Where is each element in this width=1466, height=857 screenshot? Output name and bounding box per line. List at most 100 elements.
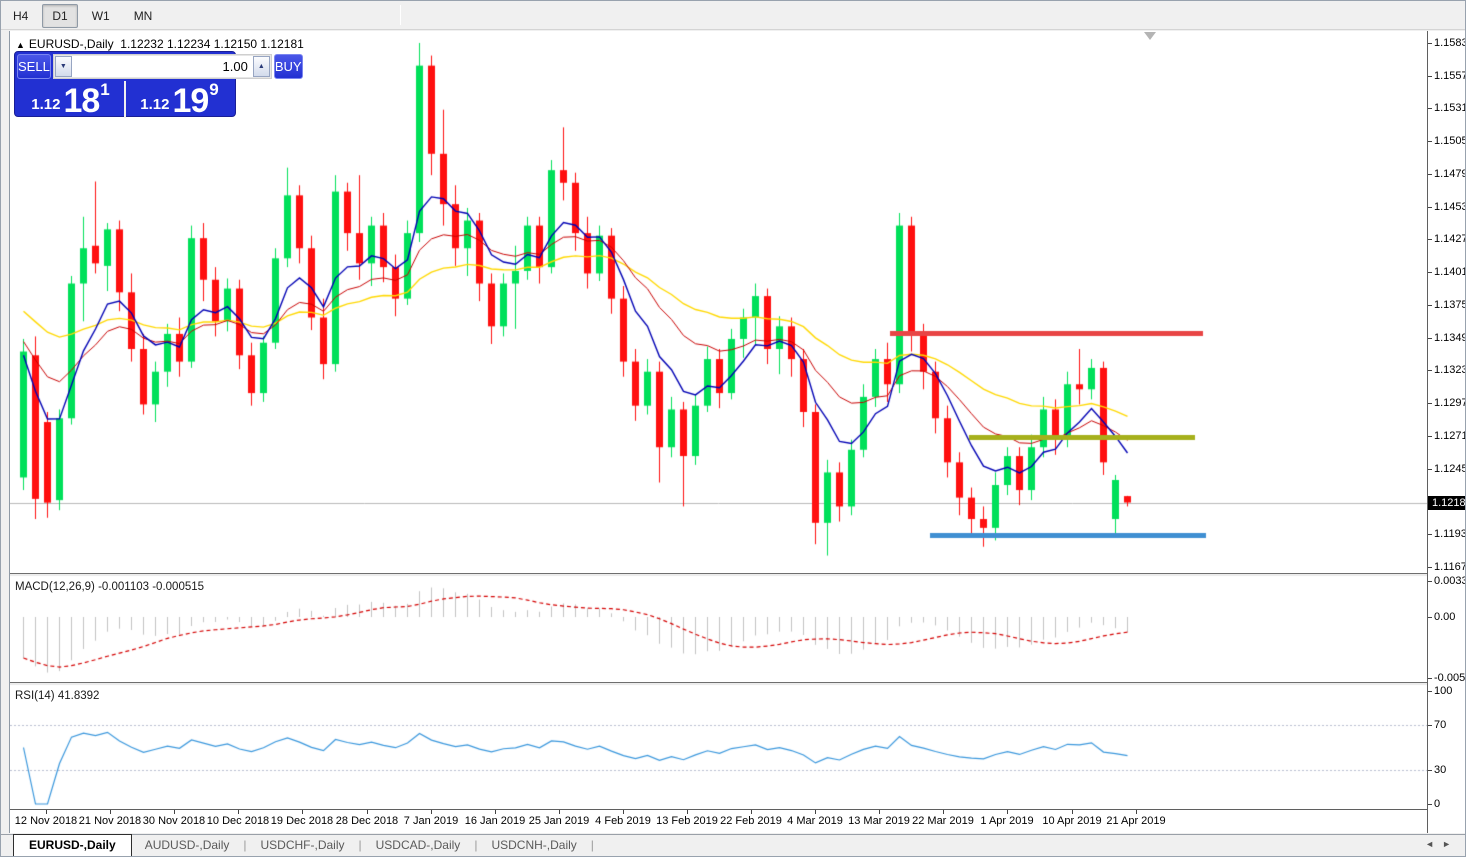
rsi-axis-label: 0 (1434, 798, 1441, 810)
macd-axis-label: -0.00574 (1434, 672, 1466, 684)
axis-tick (1428, 141, 1432, 142)
time-axis-label: 4 Mar 2019 (787, 815, 843, 827)
rsi-axis-label: 100 (1434, 685, 1453, 697)
axis-tick (1428, 338, 1432, 339)
time-axis-label: 21 Apr 2019 (1106, 815, 1166, 827)
price-axis-label: 1.11670 (1434, 561, 1465, 573)
sell-price-pips: 18 (63, 82, 100, 120)
buy-button[interactable]: BUY (273, 54, 303, 79)
axis-tick (1428, 403, 1432, 404)
time-axis-tick (431, 810, 432, 814)
axis-tick (1428, 305, 1432, 306)
rsi-canvas[interactable] (10, 686, 1427, 809)
time-axis-tick (687, 810, 688, 814)
chart-tab-usdcnh-daily[interactable]: USDCNH-,Daily (491, 838, 577, 852)
axis-tick (1428, 581, 1432, 582)
axis-tick (1428, 725, 1432, 726)
time-axis-label: 13 Mar 2019 (848, 815, 910, 827)
volume-decrease-icon[interactable]: ▼ (54, 56, 72, 77)
axis-tick (1428, 617, 1432, 618)
axis-tick (1428, 76, 1432, 77)
chart-tab-usdchf-daily[interactable]: USDCHF-,Daily (260, 838, 345, 852)
timeframe-button-d1[interactable]: D1 (42, 4, 78, 28)
volume-input[interactable] (71, 56, 253, 77)
toolbar-separator (400, 5, 402, 25)
tab-scroll-right-icon[interactable]: ► (1442, 839, 1459, 849)
price-axis-label: 1.12970 (1434, 397, 1465, 409)
one-click-trading-panel: SELL ▼ ▲ BUY 1.12 18 1 1.12 (14, 51, 303, 118)
time-axis-label: 16 Jan 2019 (464, 815, 526, 827)
time-axis-tick (110, 810, 111, 814)
axis-tick (1428, 43, 1432, 44)
buy-price-prefix: 1.12 (140, 96, 170, 113)
chart-tab-bar: EURUSD-,Daily AUDUSD-,Daily | USDCHF-,Daily… (1, 834, 1465, 856)
time-axis-tick (174, 810, 175, 814)
axis-tick (1428, 272, 1432, 273)
timeframe-button-mn[interactable]: MN (133, 9, 153, 23)
current-price-tag: 1.12181 (1428, 496, 1465, 510)
axis-tick (1428, 567, 1432, 568)
time-axis-label: 12 Nov 2018 (14, 815, 78, 827)
axis-tick (1428, 207, 1432, 208)
axis-tick (1428, 691, 1432, 692)
time-axis-label: 22 Feb 2019 (720, 815, 782, 827)
panel-divider[interactable] (10, 682, 1465, 686)
time-axis-label: 1 Apr 2019 (980, 815, 1034, 827)
time-axis-label: 7 Jan 2019 (403, 815, 459, 827)
price-axis: 1.12181 1.15830 1.15570 1.15310 1.15050 1.14… (1427, 31, 1466, 833)
price-axis-label: 1.15050 (1434, 135, 1465, 147)
time-axis-tick (751, 810, 752, 814)
price-axis-label: 1.13750 (1434, 299, 1465, 311)
time-axis-tick (1136, 810, 1137, 814)
chart-symbol-label: EURUSD-,Daily (28, 37, 114, 51)
time-axis-label: 21 Nov 2018 (78, 815, 142, 827)
tab-separator: | (474, 838, 478, 852)
sell-price-display[interactable]: 1.12 18 1 (17, 81, 126, 118)
time-axis-tick (879, 810, 880, 814)
buy-price-display[interactable]: 1.12 19 9 (126, 81, 233, 118)
time-axis-tick (559, 810, 560, 814)
price-axis-label: 1.15830 (1434, 37, 1465, 49)
time-axis-label: 10 Dec 2018 (206, 815, 270, 827)
chart-title: ▲ EURUSD-,Daily 1.12232 1.12234 1.12150 1… (16, 37, 304, 51)
price-chart-canvas[interactable] (10, 31, 1427, 573)
axis-tick (1428, 534, 1432, 535)
axis-tick (1428, 678, 1432, 679)
price-axis-label: 1.14790 (1434, 168, 1465, 180)
time-axis-tick (943, 810, 944, 814)
rsi-indicator-panel: RSI(14) 41.8392 (10, 686, 1427, 809)
macd-canvas[interactable] (10, 577, 1427, 682)
axis-tick (1428, 436, 1432, 437)
time-axis-label: 25 Jan 2019 (528, 815, 590, 827)
price-axis-label: 1.13230 (1434, 364, 1465, 376)
time-axis-tick (367, 810, 368, 814)
timeframe-button-w1[interactable]: W1 (91, 9, 110, 23)
volume-increase-icon[interactable]: ▲ (252, 56, 270, 77)
panel-divider[interactable] (10, 573, 1465, 577)
tab-separator: | (243, 838, 247, 852)
chart-ohlc-values: 1.12232 1.12234 1.12150 1.12181 (120, 37, 304, 51)
time-axis-tick (623, 810, 624, 814)
time-axis-tick (1007, 810, 1008, 814)
price-axis-label: 1.13490 (1434, 332, 1465, 344)
timeframe-button-h4[interactable]: H4 (13, 9, 29, 23)
time-axis-label: 28 Dec 2018 (335, 815, 399, 827)
price-axis-label: 1.15570 (1434, 70, 1465, 82)
chart-shift-marker-icon (1144, 32, 1156, 40)
chart-tab-eurusd-daily[interactable]: EURUSD-,Daily (13, 834, 132, 856)
macd-axis-label: 0.00 (1434, 611, 1456, 623)
macd-label: MACD(12,26,9) -0.001103 -0.000515 (15, 581, 205, 593)
tab-separator: | (358, 838, 362, 852)
time-axis-tick (238, 810, 239, 814)
time-axis-label: 4 Feb 2019 (595, 815, 651, 827)
sell-button[interactable]: SELL (17, 54, 51, 79)
chart-tab-audusd-daily[interactable]: AUDUSD-,Daily (144, 838, 230, 852)
volume-spinner: ▼ ▲ (52, 54, 272, 79)
tab-scroll-left-icon[interactable]: ◄ (1425, 839, 1443, 849)
collapse-triangle-icon[interactable]: ▲ (16, 40, 25, 50)
time-axis-tick (815, 810, 816, 814)
time-axis-tick (302, 810, 303, 814)
chart-tab-usdcad-daily[interactable]: USDCAD-,Daily (375, 838, 461, 852)
tab-scroll-arrows: ◄► (1425, 839, 1459, 849)
